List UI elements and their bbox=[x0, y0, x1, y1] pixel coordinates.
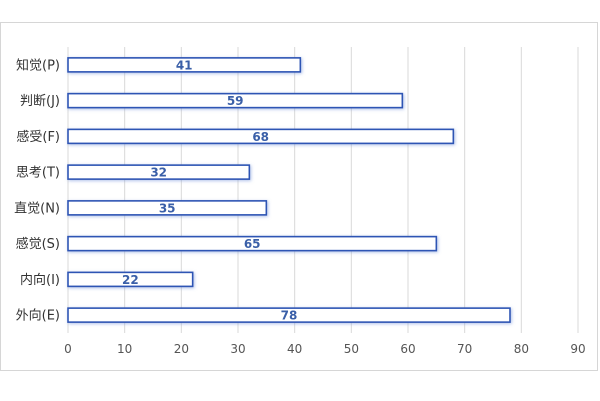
bar-6 bbox=[67, 271, 194, 288]
bar-4 bbox=[67, 200, 268, 216]
bar-1 bbox=[67, 92, 404, 109]
bar-0 bbox=[67, 57, 302, 73]
x-tick-label: 20 bbox=[174, 342, 189, 356]
category-label: 判断(J) bbox=[20, 94, 60, 109]
data-label: 35 bbox=[159, 201, 176, 215]
data-label: 65 bbox=[244, 237, 261, 251]
x-tick-label: 10 bbox=[117, 342, 132, 356]
category-label: 直觉(N) bbox=[14, 201, 60, 216]
category-label: 感觉(S) bbox=[16, 236, 60, 252]
data-label: 59 bbox=[227, 94, 244, 108]
grid-lines bbox=[67, 47, 579, 333]
data-label: 22 bbox=[122, 273, 139, 287]
x-tick-label: 90 bbox=[570, 342, 585, 356]
x-tick-label: 60 bbox=[400, 342, 415, 356]
category-label: 内向(I) bbox=[20, 272, 60, 288]
x-tick-label: 40 bbox=[287, 342, 302, 356]
x-tick-label: 0 bbox=[64, 342, 72, 356]
bars bbox=[67, 57, 511, 323]
bar-5 bbox=[67, 235, 438, 252]
data-label: 68 bbox=[252, 130, 269, 144]
labels: 0 10 20 30 40 50 60 70 80 90 知觉(P) 41 判断(J) 59 感受(F) 68… bbox=[14, 57, 586, 356]
bar-7 bbox=[67, 307, 511, 323]
data-label: 41 bbox=[176, 58, 193, 72]
data-label: 32 bbox=[150, 166, 167, 180]
category-label: 知觉(P) bbox=[16, 57, 60, 73]
category-label: 思考(T) bbox=[16, 166, 60, 181]
x-tick-label: 30 bbox=[230, 342, 245, 356]
category-label: 外向(E) bbox=[16, 308, 60, 324]
bar-3 bbox=[67, 164, 251, 180]
x-tick-label: 70 bbox=[457, 342, 472, 356]
bar-2 bbox=[67, 128, 455, 145]
x-tick-label: 80 bbox=[514, 342, 529, 356]
category-label: 感受(F) bbox=[16, 129, 60, 145]
x-tick-label: 50 bbox=[344, 342, 359, 356]
data-label: 78 bbox=[281, 309, 298, 323]
